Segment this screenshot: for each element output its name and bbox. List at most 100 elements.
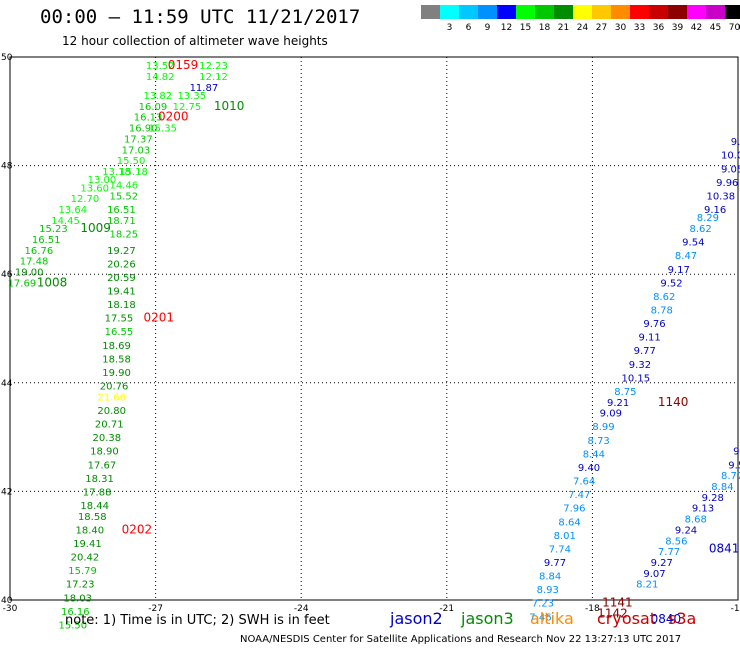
wave-height-label: 18.58	[102, 354, 131, 365]
wave-height-label: 9.76	[643, 319, 665, 330]
time-stamp-label: 1142	[597, 607, 628, 621]
wave-height-label: 8.62	[653, 292, 675, 303]
wave-height-label: 7.96	[563, 504, 585, 515]
wave-height-label: 10.0	[721, 151, 740, 162]
wave-height-label: 7.46	[529, 612, 551, 623]
wave-height-label: 13.52	[146, 61, 175, 72]
legend-value: 45	[710, 23, 721, 33]
satellite-altika: altika	[530, 609, 574, 628]
satellite-jason3: jason3	[461, 609, 514, 628]
wave-height-label: 12.75	[173, 102, 202, 113]
wave-height-label: 18.40	[76, 525, 105, 536]
wave-height-label: 20.80	[97, 406, 126, 417]
wave-height-label: 9.52	[728, 460, 740, 471]
legend-value: 21	[558, 23, 569, 33]
wave-height-label: 20.38	[93, 433, 122, 444]
time-stamp-label: 0159	[168, 58, 199, 72]
wave-height-label: 13.35	[177, 91, 206, 102]
time-stamp-label: 1009	[80, 221, 111, 235]
time-stamp-label: 0200	[158, 110, 189, 124]
legend-swatch	[516, 5, 535, 19]
wave-height-label: 9.07	[643, 569, 665, 580]
wave-height-label: 18.31	[85, 474, 114, 485]
wave-height-label: 8.64	[558, 517, 580, 528]
wave-height-label: 9.	[731, 137, 740, 148]
legend-value: 9	[485, 23, 491, 33]
wave-height-label: 9.27	[651, 558, 673, 569]
wave-height-label: 18.03	[63, 593, 92, 604]
wave-height-label: 8.77	[721, 471, 740, 482]
wave-height-label: 12.70	[71, 194, 100, 205]
wave-height-label: 14.82	[146, 72, 175, 83]
wave-height-label: 10.15	[622, 373, 651, 384]
wave-height-label: 20.42	[71, 553, 100, 564]
legend-swatch	[592, 5, 611, 19]
wave-height-label: 8.84	[711, 482, 733, 493]
y-tick-label: 50	[1, 53, 13, 63]
wave-height-label: 9.77	[634, 346, 656, 357]
wave-height-label: 15.23	[39, 224, 68, 235]
wave-height-label: 9.21	[607, 398, 629, 409]
x-tick-label: -24	[294, 604, 309, 614]
wave-height-label: 7.77	[658, 547, 680, 558]
legend-unit: (ft)	[739, 23, 740, 33]
wave-height-label: 15.52	[109, 191, 138, 202]
wave-height-label: 9.52	[660, 278, 682, 289]
wave-height-label: 8.01	[554, 531, 576, 542]
legend-value: 18	[539, 23, 551, 33]
wave-height-label: 17.88	[83, 487, 112, 498]
wave-height-label: 19.90	[102, 368, 131, 379]
wave-height-label: 7.74	[549, 544, 571, 555]
y-tick-label: 44	[1, 379, 13, 389]
wave-height-label: 20.71	[95, 420, 124, 431]
wave-height-label: 9.24	[675, 525, 697, 536]
wave-height-label: 18.25	[109, 229, 138, 240]
legend-value: 36	[653, 23, 665, 33]
wave-height-label: 7.23	[532, 599, 554, 610]
wave-height-label: 9.17	[668, 265, 690, 276]
wave-height-label: 19.00	[15, 267, 44, 278]
wave-height-label: 20.59	[107, 273, 136, 284]
legend-swatch	[725, 5, 740, 19]
wave-height-label: 9.54	[682, 238, 704, 249]
wave-height-label: 9.05	[721, 164, 740, 175]
chart-title: 00:00 – 11:59 UTC 11/21/2017	[40, 6, 361, 28]
time-stamp-label: 0202	[122, 522, 153, 536]
legend-swatch	[668, 5, 687, 19]
wave-height-label: 9.16	[704, 205, 726, 216]
wave-height-label: 17.67	[88, 460, 117, 471]
wave-height-label: 13.82	[143, 91, 172, 102]
time-stamp-label: 1141	[602, 596, 633, 610]
wave-height-label: 8.93	[537, 585, 559, 596]
legend-value: 15	[520, 23, 531, 33]
wave-height-label: 18.58	[78, 512, 107, 523]
y-tick-label: 48	[1, 162, 13, 172]
legend-value: 27	[596, 23, 607, 33]
wave-height-label: 8.99	[592, 422, 614, 433]
wave-height-label: 15.35	[148, 124, 177, 135]
legend-swatch	[611, 5, 630, 19]
wave-height-label: 19.27	[107, 246, 136, 257]
wave-height-label: 17.48	[20, 257, 49, 268]
x-tick-label: -21	[439, 604, 454, 614]
wave-height-label: 13.18	[102, 167, 131, 178]
wave-height-label: 8.84	[539, 572, 561, 583]
legend-value: 30	[615, 23, 627, 33]
wave-height-label: 18.90	[90, 447, 119, 458]
time-stamp-label: 1008	[37, 275, 68, 289]
wave-height-label: 16.76	[25, 246, 54, 257]
wave-height-label: 9.	[733, 447, 740, 458]
wave-height-label: 13.64	[59, 205, 88, 216]
wave-height-label: 20.26	[107, 259, 136, 270]
legend-swatch	[421, 5, 440, 19]
wave-height-label: 18.44	[80, 501, 109, 512]
footnote: note: 1) Time is in UTC; 2) SWH is in fe…	[65, 613, 330, 628]
wave-height-label: 14.46	[109, 181, 138, 192]
wave-height-label: 8.56	[665, 536, 687, 547]
wave-height-label: 8.78	[651, 305, 673, 316]
wave-height-label: 9.28	[702, 493, 724, 504]
legend-value: 33	[634, 23, 645, 33]
legend-value: 6	[466, 23, 472, 33]
wave-height-label: 9.13	[692, 504, 714, 515]
